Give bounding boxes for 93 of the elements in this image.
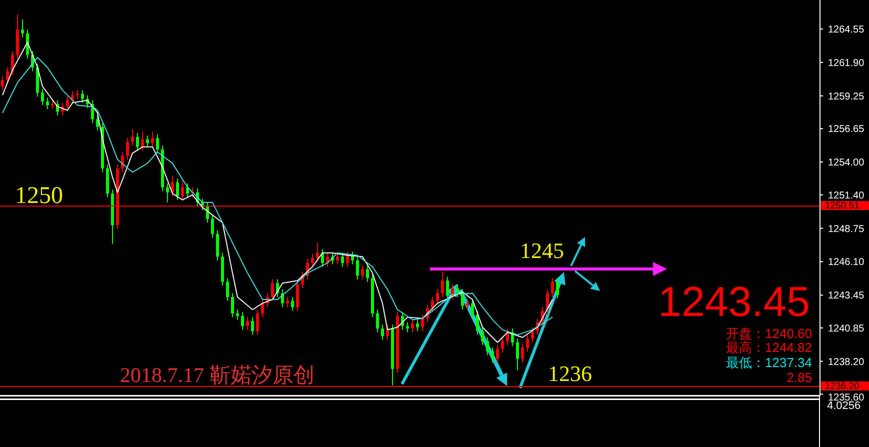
candlestick <box>491 346 494 364</box>
annotation: 2.85 <box>786 370 812 385</box>
candlestick <box>336 252 339 265</box>
candlestick <box>471 299 474 319</box>
candlestick <box>136 132 139 152</box>
candlestick <box>316 242 319 262</box>
candlestick <box>126 138 129 160</box>
candlestick <box>231 292 234 318</box>
annotation: 开盘：1240.60 <box>726 326 812 341</box>
candlestick <box>46 97 49 110</box>
candlestick <box>381 324 384 340</box>
candlestick <box>291 296 294 312</box>
ref-line-label: 1236.20 <box>825 381 860 392</box>
candlestick <box>421 314 424 332</box>
candlestick <box>441 271 444 298</box>
candlestick <box>501 336 504 353</box>
candlestick <box>166 182 169 203</box>
candlestick <box>211 214 214 238</box>
candlestick <box>6 66 9 84</box>
y-tick-label: 1264.55 <box>828 24 865 36</box>
y-tick-label: 1256.65 <box>828 124 865 136</box>
candlestick <box>261 299 264 318</box>
y-tick-label: 1261.90 <box>828 58 865 69</box>
candlestick <box>376 309 379 333</box>
candlestick <box>436 288 439 306</box>
candlestick <box>326 252 329 268</box>
candlestick <box>406 322 409 333</box>
y-tick-label: 1243.45 <box>828 290 865 302</box>
candlestick <box>366 264 369 282</box>
candlestick <box>341 252 344 268</box>
y-tick-label: 1259.25 <box>828 91 865 102</box>
candlestick <box>41 88 44 106</box>
candlestick <box>11 50 14 76</box>
annotation: 最低：1237.34 <box>726 355 812 370</box>
candlestick <box>496 344 499 364</box>
ref-line-label: 1250.51 <box>825 200 860 212</box>
candlestick <box>416 319 419 332</box>
candlestick <box>96 114 99 132</box>
candlestick <box>256 309 259 336</box>
y-tick-label: 1248.75 <box>828 224 865 235</box>
y-tick-label: 1238.20 <box>828 356 865 368</box>
candlestick <box>156 134 159 154</box>
candlestick <box>151 131 154 148</box>
candlestick <box>241 312 244 330</box>
candlestick <box>486 336 489 356</box>
y-tick-label: 1254.00 <box>828 158 865 169</box>
candlestick <box>446 276 449 300</box>
y-tick-label: 1240.85 <box>828 323 865 334</box>
candlestick <box>146 135 149 148</box>
y-tick-label: 1246.10 <box>828 257 865 268</box>
candlestick <box>176 178 179 200</box>
candlestick <box>521 343 524 364</box>
candlestick <box>296 280 299 312</box>
candlestick <box>551 278 554 298</box>
candlestick <box>271 278 274 302</box>
candlestick <box>346 251 349 268</box>
candlestick <box>461 288 464 310</box>
candlestick <box>466 299 469 310</box>
candlestick <box>456 284 459 298</box>
annotation: 2018.7.17 靳婼汐原创 <box>120 363 314 387</box>
candlestick <box>21 19 24 38</box>
candlestick <box>286 296 289 308</box>
candlestick <box>476 310 479 336</box>
candlestick <box>236 309 239 320</box>
candlestick <box>526 334 529 352</box>
candlestick <box>26 29 29 60</box>
candlestick <box>171 175 174 197</box>
candlestick <box>181 180 184 200</box>
annotation: 1243.45 <box>658 278 810 325</box>
candlestick <box>356 256 359 280</box>
candlestick <box>66 96 69 111</box>
candlestick <box>131 128 134 146</box>
candlestick <box>311 254 314 268</box>
candlestick <box>411 319 414 333</box>
candlestick <box>516 338 519 371</box>
annotation: 1245 <box>520 238 564 263</box>
candlestick <box>71 90 74 105</box>
candlestick <box>81 90 84 104</box>
candlestick <box>246 316 249 330</box>
annotation: 最高：1244.82 <box>726 340 812 355</box>
annotation: 1236 <box>548 361 592 386</box>
candlestick <box>361 264 364 280</box>
y-tick-label: 1251.40 <box>828 190 865 202</box>
candlestick <box>481 326 484 346</box>
candlestick <box>531 326 534 343</box>
candlestick <box>281 288 284 308</box>
candlestick <box>216 230 219 261</box>
candlestick <box>1 76 4 91</box>
candlestick <box>251 316 254 336</box>
candlestick <box>141 131 144 152</box>
candlestick <box>556 277 559 299</box>
annotation: 1250 <box>15 183 63 209</box>
candlestick <box>226 278 229 302</box>
